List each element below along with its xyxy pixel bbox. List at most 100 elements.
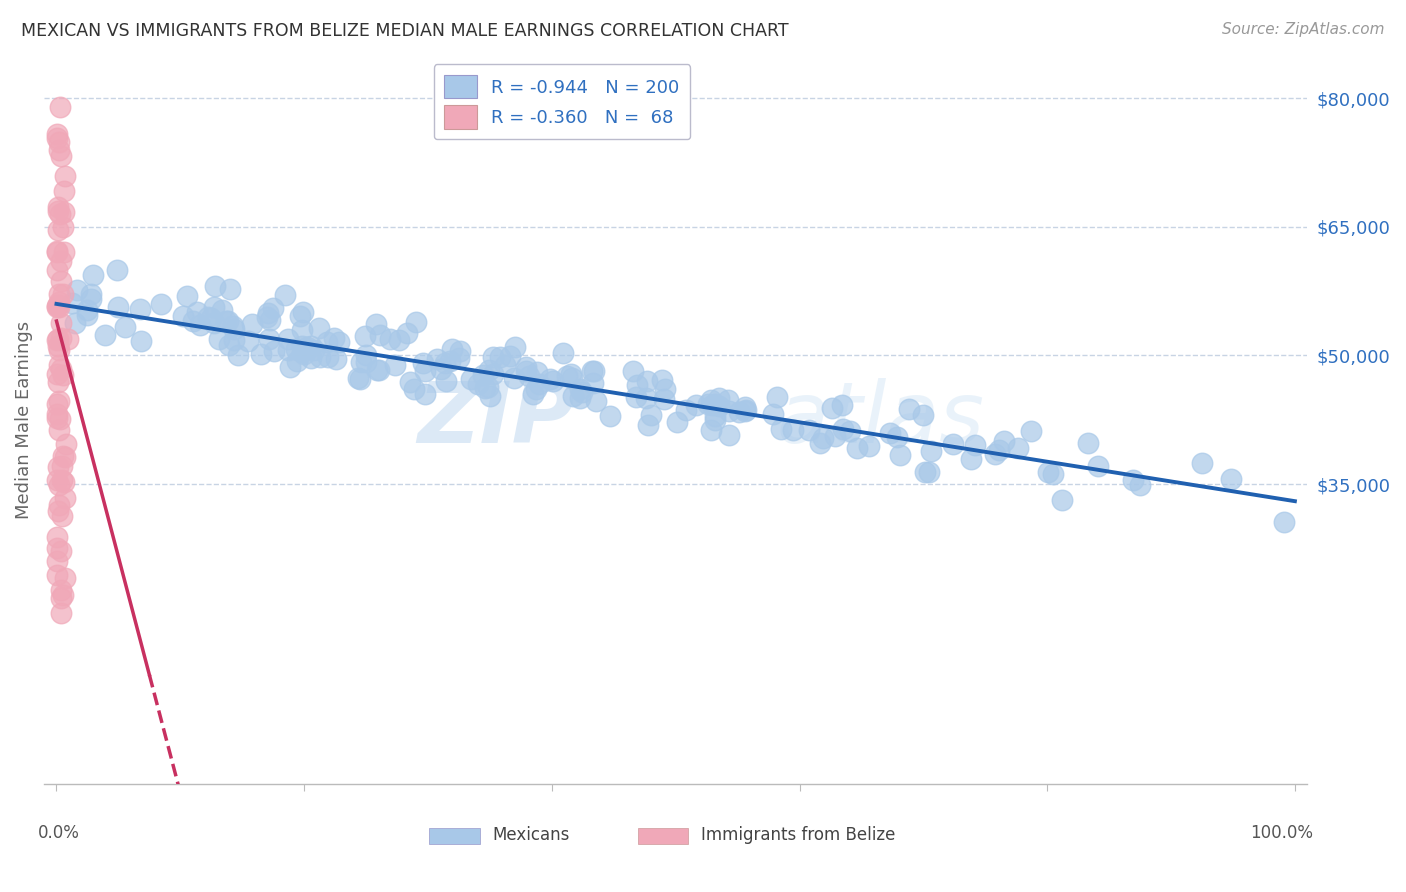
Point bbox=[770, 421, 793, 435]
Point bbox=[211, 303, 233, 318]
Point bbox=[299, 339, 322, 353]
Point bbox=[257, 306, 280, 320]
Point bbox=[56, 332, 79, 346]
Point bbox=[474, 381, 496, 395]
Point bbox=[200, 310, 222, 325]
Point bbox=[292, 305, 315, 319]
Point bbox=[858, 439, 880, 453]
Point bbox=[208, 333, 231, 347]
Point bbox=[278, 359, 301, 374]
Point bbox=[585, 393, 607, 408]
Point bbox=[388, 333, 411, 347]
Point bbox=[449, 351, 471, 365]
Point bbox=[51, 473, 73, 487]
Point bbox=[277, 332, 299, 346]
Point bbox=[53, 169, 76, 184]
Point bbox=[959, 451, 981, 466]
Point bbox=[218, 337, 240, 351]
Point bbox=[984, 447, 1007, 461]
Point bbox=[489, 350, 512, 364]
Bar bbox=[638, 828, 689, 844]
Point bbox=[52, 286, 75, 301]
Point bbox=[700, 423, 723, 437]
Point bbox=[316, 335, 339, 350]
Point bbox=[49, 362, 72, 376]
Point bbox=[685, 398, 707, 412]
Point bbox=[63, 316, 86, 330]
Point bbox=[114, 320, 136, 334]
Point bbox=[439, 354, 461, 368]
Point bbox=[262, 301, 284, 316]
Point bbox=[53, 450, 76, 465]
Point bbox=[309, 350, 332, 364]
Point bbox=[304, 343, 326, 358]
Point bbox=[942, 437, 965, 451]
Point bbox=[707, 399, 730, 413]
Point bbox=[426, 351, 449, 366]
Point bbox=[107, 300, 129, 314]
Point bbox=[494, 358, 516, 372]
Point bbox=[1087, 459, 1109, 474]
Point bbox=[502, 370, 524, 384]
Point bbox=[963, 438, 986, 452]
Point bbox=[325, 352, 347, 367]
Point bbox=[46, 503, 69, 517]
Point bbox=[299, 351, 322, 365]
Text: Immigrants from Belize: Immigrants from Belize bbox=[702, 826, 896, 845]
Point bbox=[295, 340, 318, 354]
Point bbox=[599, 409, 621, 423]
Point bbox=[433, 355, 456, 369]
Point bbox=[1019, 424, 1042, 438]
Point bbox=[46, 130, 69, 145]
Point bbox=[1052, 492, 1074, 507]
Point bbox=[52, 205, 75, 219]
Point bbox=[467, 377, 489, 392]
Point bbox=[652, 392, 675, 406]
Point bbox=[249, 346, 271, 360]
Point bbox=[176, 288, 198, 302]
Point bbox=[45, 397, 67, 411]
Point bbox=[914, 465, 936, 479]
Point bbox=[415, 363, 437, 377]
Point bbox=[49, 274, 72, 288]
Point bbox=[1042, 467, 1064, 481]
Point bbox=[48, 478, 70, 492]
Point bbox=[46, 333, 69, 347]
Point bbox=[569, 382, 592, 396]
Point bbox=[181, 314, 204, 328]
Point bbox=[55, 437, 77, 451]
Point bbox=[650, 373, 672, 387]
Point bbox=[259, 312, 281, 326]
Text: 100.0%: 100.0% bbox=[1250, 824, 1313, 842]
Point bbox=[478, 363, 501, 377]
Point bbox=[172, 309, 194, 323]
Point bbox=[640, 408, 662, 422]
Text: Mexicans: Mexicans bbox=[492, 826, 569, 845]
Point bbox=[384, 359, 406, 373]
Point bbox=[499, 350, 522, 364]
Point bbox=[48, 300, 70, 314]
Point bbox=[217, 314, 239, 328]
Point bbox=[378, 332, 401, 346]
Point bbox=[45, 530, 67, 544]
Point bbox=[412, 356, 434, 370]
Point bbox=[396, 326, 419, 340]
Point bbox=[51, 582, 73, 597]
Point bbox=[582, 376, 605, 390]
Text: atlas: atlas bbox=[776, 378, 984, 461]
Point bbox=[291, 345, 314, 359]
Point bbox=[51, 508, 73, 523]
Point bbox=[637, 417, 659, 432]
Point bbox=[734, 403, 756, 417]
Point bbox=[405, 315, 427, 329]
Point bbox=[368, 362, 391, 376]
Point bbox=[886, 430, 908, 444]
Point bbox=[626, 377, 648, 392]
Point bbox=[105, 262, 128, 277]
Point bbox=[1122, 473, 1144, 487]
Point bbox=[402, 382, 425, 396]
Point bbox=[482, 350, 505, 364]
Legend: R = -0.944   N = 200, R = -0.360   N =  68: R = -0.944 N = 200, R = -0.360 N = 68 bbox=[433, 64, 690, 139]
Point bbox=[626, 390, 648, 404]
Point bbox=[634, 392, 657, 406]
